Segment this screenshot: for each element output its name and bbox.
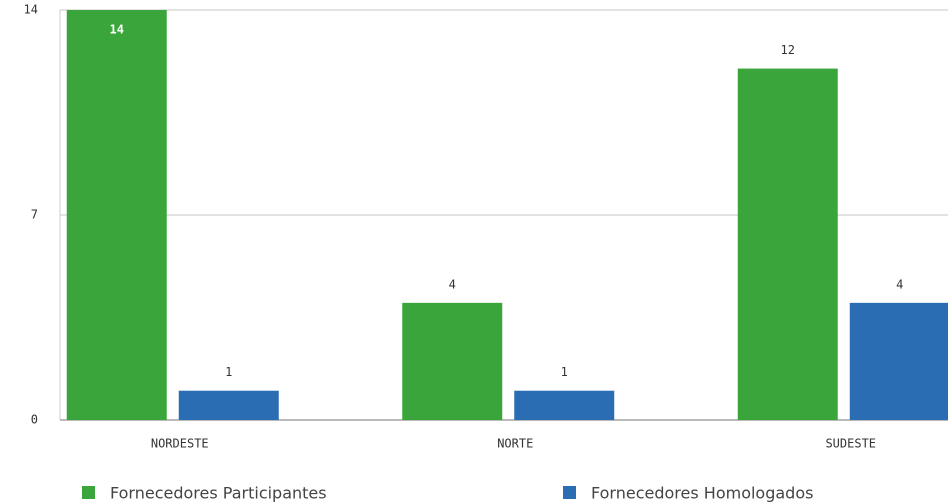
data-label: 12 (781, 43, 795, 57)
bar (178, 390, 279, 420)
data-label: 1 (561, 365, 568, 379)
data-label: 4 (896, 277, 903, 291)
data-label: 1 (225, 365, 232, 379)
bar (514, 390, 615, 420)
y-tick-label: 7 (31, 208, 38, 222)
y-tick-label: 0 (31, 413, 38, 427)
legend-label: Fornecedores Participantes (110, 484, 327, 503)
x-tick-label: NORDESTE (151, 437, 209, 451)
y-tick-label: 14 (24, 3, 38, 17)
legend-label: Fornecedores Homologados (591, 484, 813, 503)
bar (66, 10, 167, 420)
x-tick-label: NORTE (497, 437, 533, 451)
x-tick-label: SUDESTE (825, 437, 876, 451)
data-label: 14 (110, 23, 124, 37)
legend-swatch (82, 486, 95, 499)
legend-swatch (563, 486, 576, 499)
bar (402, 302, 503, 420)
bar (737, 68, 838, 421)
data-label: 4 (449, 277, 456, 291)
bar (849, 302, 948, 420)
